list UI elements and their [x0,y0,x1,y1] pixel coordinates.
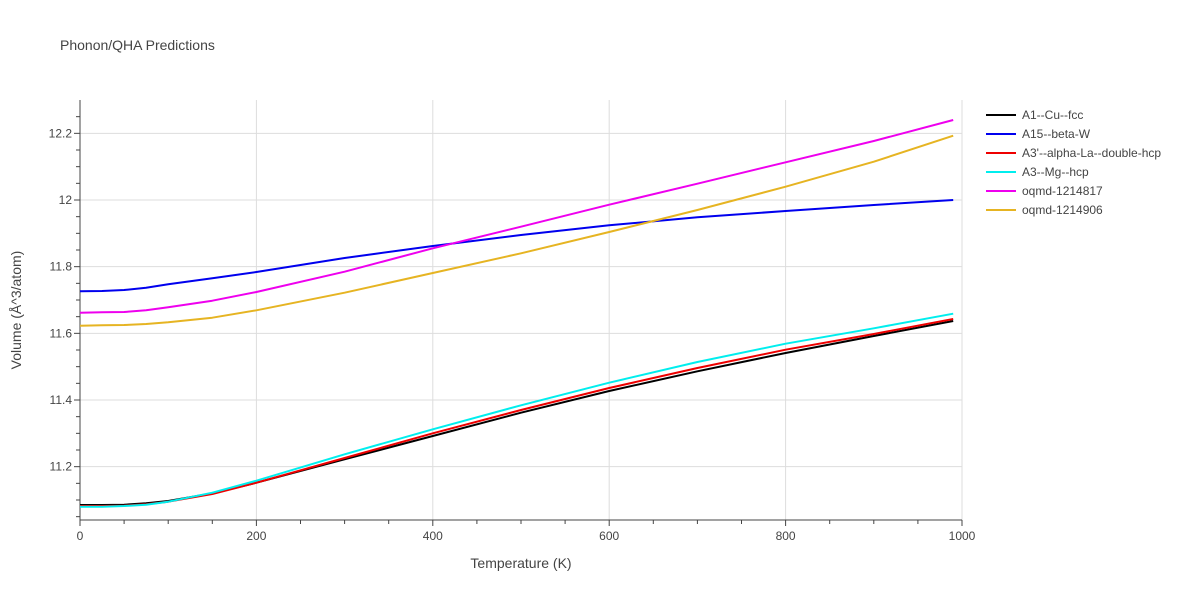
series-group [79,119,954,508]
y-axis-title: Volume (Å^3/atom) [8,251,24,370]
series-line-a3-alpha-la-double-hcp [80,318,954,507]
x-tick-label: 400 [423,529,443,543]
y-tick-label: 11.2 [50,460,73,474]
x-tick-label: 1000 [949,529,976,543]
legend-label: A3'--alpha-La--double-hcp [1022,146,1161,160]
x-tick-label: 600 [599,529,619,543]
legend-label: A15--beta-W [1022,127,1091,141]
y-tick-label: 11.6 [50,326,73,340]
legend-label: A3--Mg--hcp [1022,165,1089,179]
series-line-a15-beta-w [79,199,954,293]
legend-label: A1--Cu--fcc [1022,108,1083,122]
x-tick-label: 0 [77,529,84,543]
legend-item[interactable]: A15--beta-W [986,127,1091,141]
series-line-oqmd-1214906 [79,134,954,327]
y-tick-label: 11.4 [50,393,73,407]
legend[interactable]: A1--Cu--fcc A15--beta-W A3'--alpha-La--dou… [986,108,1161,217]
y-tick-label: 11.8 [50,260,73,274]
series-line-oqmd-1214817 [79,119,954,314]
y-tick-label: 12.2 [49,126,73,140]
chart-title: Phonon/QHA Predictions [60,37,215,53]
legend-label: oqmd-1214817 [1022,184,1103,198]
legend-item[interactable]: oqmd-1214817 [986,184,1103,198]
legend-item[interactable]: A3--Mg--hcp [986,165,1089,179]
axes: 0 200 400 600 800 1000 11.2 11.4 11.6 11.8 12 12.2 [49,100,976,543]
legend-item[interactable]: A1--Cu--fcc [986,108,1083,122]
legend-item[interactable]: A3'--alpha-La--double-hcp [986,146,1161,160]
y-tick-label: 12 [59,193,73,207]
x-tick-label: 800 [776,529,796,543]
grid [80,100,963,520]
legend-label: oqmd-1214906 [1022,203,1103,217]
legend-item[interactable]: oqmd-1214906 [986,203,1103,217]
series-line-a3-mg-hcp [80,312,954,508]
x-tick-label: 200 [246,529,266,543]
x-axis-title: Temperature (K) [470,555,571,571]
series-line-a1-cu-fcc [80,320,954,506]
